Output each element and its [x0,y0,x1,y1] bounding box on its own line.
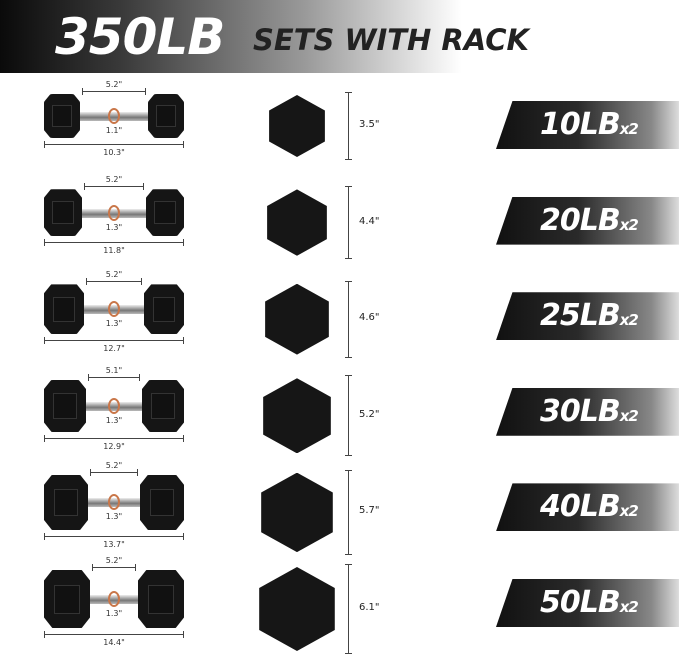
dumbbell-row: 5.2" 1.3" 12.7" 4.6" 25LBx2 [0,270,679,375]
length-dimension-line [44,631,184,638]
grip-diameter: 1.3" [105,609,123,618]
hex-head-image [269,95,325,157]
dumbbell-head [44,189,82,236]
height-dimension-line [345,92,352,160]
dumbbell-head [44,379,86,432]
handle-length: 5.2" [105,556,123,565]
grip-icon [108,494,120,511]
weight-banner: 20LBx2 [496,196,679,245]
grip-icon [108,591,120,607]
handle-length: 5.2" [105,80,123,89]
total-length: 14.4" [103,638,125,647]
hex-head-image [259,567,335,651]
length-dimension-line [44,238,184,246]
dumbbell-head [138,570,184,628]
dumbbell-head [146,189,184,236]
weight-label: 50LB [540,585,621,620]
grip-diameter: 1.3" [105,222,123,232]
height-dimension-line [345,186,352,260]
dumbbell-row: 5.2" 1.3" 13.7" 5.7" 40LBx2 [0,461,679,568]
weight-banner: 50LBx2 [496,579,679,627]
handle-dimension-line [82,88,146,95]
hex-head-image [261,472,333,553]
weight-banner: 30LBx2 [496,387,679,436]
grip-diameter: 1.3" [105,512,123,522]
quantity-label: x2 [619,502,639,521]
hex-head-image [267,189,327,256]
quantity-label: x2 [619,406,639,425]
dumbbell-head [144,284,184,334]
dumbbell-image: 5.2" 1.3" 13.7" [44,461,184,552]
hex-head-image [265,283,329,355]
handle-dimension-line [92,564,136,571]
grip-icon [108,301,120,318]
weight-label: 20LB [540,202,621,238]
grip-icon [108,204,120,221]
dumbbell-head [44,94,80,138]
height-dimension-line [345,280,352,358]
grip-diameter: 1.3" [105,319,123,329]
head-height: 6.1" [359,602,380,613]
dumbbell-image: 5.2" 1.1" 10.3" [44,80,184,166]
total-length: 13.7" [103,539,125,549]
height-dimension-line [345,375,352,457]
dumbbell-row: 5.2" 1.3" 11.8" 4.4" 20LBx2 [0,175,679,279]
dumbbell-image: 5.1" 1.3" 12.9" [44,366,184,456]
length-dimension-line [44,141,184,148]
dumbbell-head [148,94,184,138]
height-dimension-line [345,469,352,556]
length-dimension-line [44,336,184,344]
head-height: 4.6" [359,312,380,324]
weight-banner: 10LBx2 [496,101,679,149]
handle-dimension-line [86,278,142,286]
quantity-label: x2 [619,215,639,234]
grip-icon [108,108,120,124]
grip-diameter: 1.1" [105,126,123,135]
handle-length: 5.2" [105,270,123,280]
dumbbell-image: 5.2" 1.3" 14.4" [44,556,184,649]
dumbbell-image: 5.2" 1.3" 12.7" [44,270,184,359]
weight-label: 40LB [540,489,621,525]
grip-icon [108,397,120,414]
grip-diameter: 1.3" [105,415,123,425]
dumbbell-head [142,379,184,432]
dumbbell-head [140,474,184,530]
dumbbell-image: 5.2" 1.3" 11.8" [44,175,184,263]
head-height: 5.7" [359,505,380,517]
total-weight-title: 350LB [55,8,225,66]
hex-head-image [263,378,331,454]
quantity-label: x2 [619,120,639,138]
weight-banner: 40LBx2 [496,483,679,532]
length-dimension-line [44,532,184,540]
handle-dimension-line [84,183,144,191]
total-length: 11.8" [103,245,125,255]
subtitle: SETS WITH RACK [253,23,530,57]
header-banner: 350LB SETS WITH RACK [0,0,679,73]
dumbbell-head [44,284,84,334]
handle-length: 5.1" [105,365,123,375]
dumbbell-row: 5.2" 1.3" 14.4" 6.1" 50LBx2 [0,556,679,665]
dumbbell-row: 5.1" 1.3" 12.9" 5.2" 30LBx2 [0,366,679,472]
total-length: 10.3" [103,148,125,157]
head-height: 4.4" [359,215,380,227]
handle-dimension-line [90,468,138,476]
dumbbell-row: 5.2" 1.1" 10.3" 3.5" 10LBx2 [0,80,679,182]
handle-length: 5.2" [105,175,123,185]
weight-label: 10LB [540,107,621,142]
quantity-label: x2 [619,598,639,616]
handle-dimension-line [88,373,140,381]
total-length: 12.7" [103,343,125,353]
weight-label: 25LB [540,298,621,334]
handle-length: 5.2" [105,460,123,470]
dumbbell-head [44,570,90,628]
total-length: 12.9" [103,441,125,451]
weight-banner: 25LBx2 [496,292,679,341]
height-dimension-line [345,564,352,654]
head-height: 5.2" [359,408,380,420]
length-dimension-line [44,434,184,442]
head-height: 3.5" [359,119,380,130]
weight-label: 30LB [540,393,621,429]
dumbbell-head [44,474,88,530]
quantity-label: x2 [619,311,639,330]
